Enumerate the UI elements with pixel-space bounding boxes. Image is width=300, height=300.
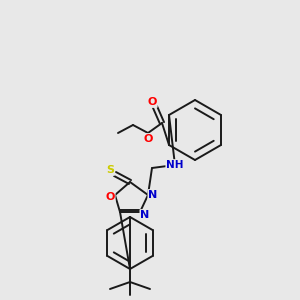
- Text: S: S: [106, 165, 114, 175]
- Text: O: O: [147, 97, 157, 107]
- Text: O: O: [105, 192, 115, 202]
- Text: N: N: [140, 210, 150, 220]
- Text: N: N: [148, 190, 158, 200]
- Text: NH: NH: [166, 160, 184, 170]
- Text: O: O: [143, 134, 153, 144]
